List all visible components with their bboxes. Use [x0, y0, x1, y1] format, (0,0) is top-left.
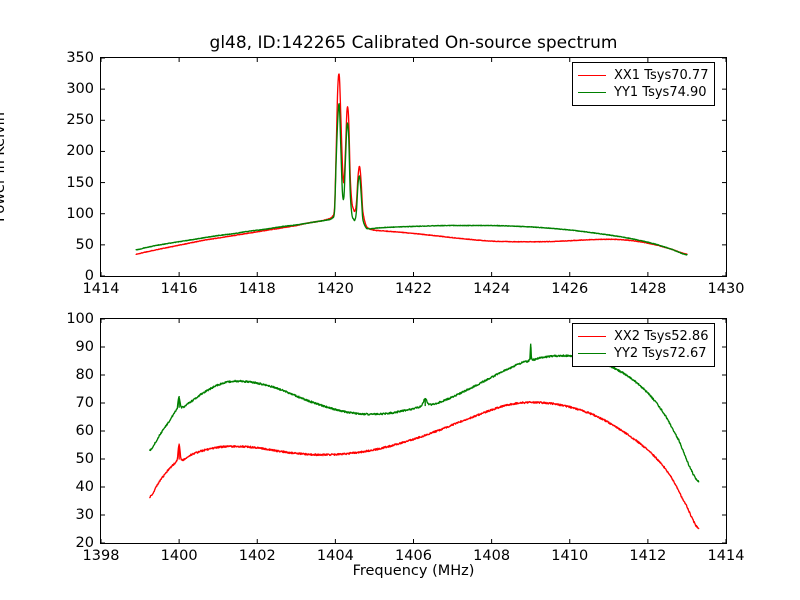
line-swatch-icon: [578, 353, 606, 354]
x-axis-tick-label: 1404: [316, 548, 354, 564]
top-panel-y-axis-label: Power in Kelvin: [0, 112, 8, 222]
x-axis-tick-label: 1410: [551, 548, 589, 564]
x-axis-tick-label: 1400: [160, 548, 198, 564]
y-axis-tick-label: 60: [75, 423, 94, 439]
legend-item: YY2 Tsys72.67: [578, 345, 708, 362]
x-axis-tick-label: 1414: [82, 281, 120, 297]
x-axis-tick-label: 1420: [316, 281, 354, 297]
line-swatch-icon: [578, 75, 606, 76]
spectrum-trace: [135, 73, 688, 256]
x-axis-tick-label: 1422: [395, 281, 432, 297]
line-swatch-icon: [578, 92, 606, 93]
bottom-panel-x-axis-label: Frequency (MHz): [352, 563, 475, 579]
y-axis-tick-label: 50: [75, 451, 94, 467]
x-axis-tick-label: 1402: [238, 548, 276, 564]
y-axis-tick-label: 250: [66, 112, 94, 129]
y-axis-tick-label: 150: [66, 174, 94, 191]
y-axis-tick-label: 70: [75, 395, 94, 411]
top-panel-canvas: [101, 58, 726, 276]
x-axis-tick-label: 1408: [473, 548, 511, 564]
x-axis-tick-label: 1424: [473, 281, 511, 297]
y-axis-tick-label: 100: [66, 311, 94, 327]
x-axis-tick-label: 1398: [82, 548, 120, 564]
x-axis-tick-label: 1426: [551, 281, 589, 297]
y-axis-tick-label: 40: [75, 479, 94, 495]
x-axis-tick-label: 1430: [707, 281, 745, 297]
y-axis-tick-label: 350: [66, 50, 94, 66]
legend-label: XX2 Tsys52.86: [614, 329, 709, 344]
y-axis-tick-label: 0: [84, 268, 94, 284]
y-axis-tick-label: 100: [66, 205, 94, 222]
x-axis-tick-label: 1406: [395, 548, 432, 564]
top-panel-legend: XX1 Tsys70.77 YY1 Tsys74.90: [572, 62, 716, 106]
y-axis-tick-label: 80: [75, 367, 94, 383]
bottom-panel-legend: XX2 Tsys52.86 YY2 Tsys72.67: [572, 323, 716, 367]
legend-item: XX1 Tsys70.77: [578, 67, 708, 84]
legend-item: YY1 Tsys74.90: [578, 84, 708, 101]
page-title: gl48, ID:142265 Calibrated On-source spe…: [209, 33, 618, 53]
legend-item: XX2 Tsys52.86: [578, 328, 708, 345]
legend-label: YY2 Tsys72.67: [614, 346, 707, 361]
x-axis-tick-label: 1416: [160, 281, 198, 297]
y-axis-tick-label: 300: [66, 81, 94, 98]
legend-label: XX1 Tsys70.77: [614, 68, 709, 83]
x-axis-tick-label: 1414: [707, 548, 745, 564]
x-axis-tick-label: 1418: [238, 281, 276, 297]
spectrum-trace: [149, 400, 700, 530]
y-axis-tick-label: 50: [75, 236, 94, 253]
x-axis-tick-label: 1412: [629, 548, 667, 564]
y-axis-tick-label: 30: [75, 507, 94, 523]
y-axis-tick-label: 90: [75, 339, 94, 355]
spectrum-trace: [135, 103, 688, 256]
line-swatch-icon: [578, 336, 606, 337]
y-axis-tick-label: 200: [66, 143, 94, 160]
legend-label: YY1 Tsys74.90: [614, 85, 707, 100]
x-axis-tick-label: 1428: [629, 281, 667, 297]
y-axis-tick-label: 20: [75, 535, 94, 551]
